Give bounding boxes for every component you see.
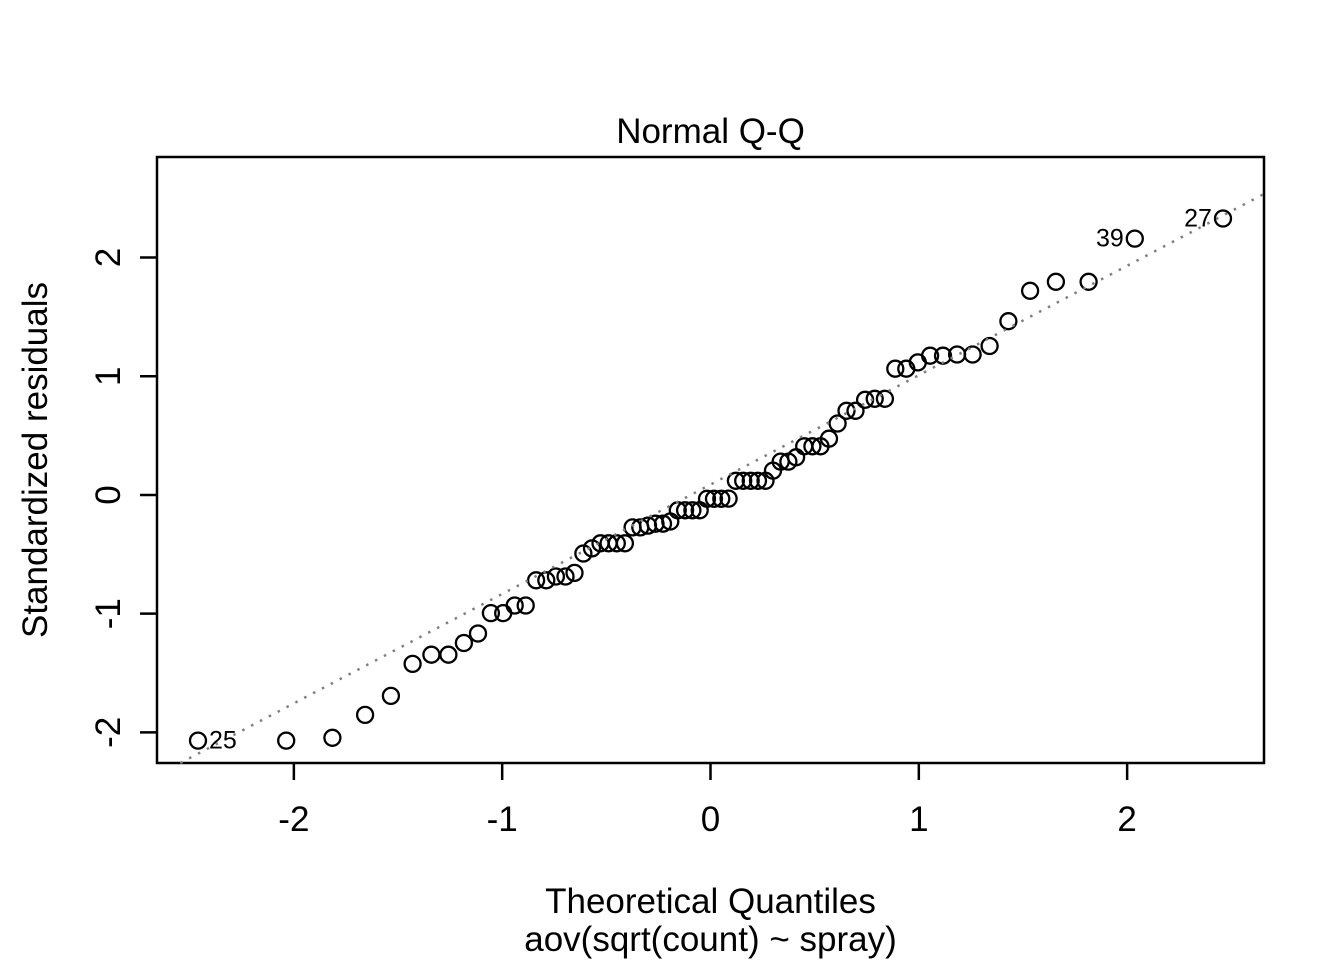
data-point bbox=[748, 471, 768, 490]
data-point bbox=[615, 534, 635, 553]
data-point bbox=[355, 705, 375, 725]
data-point bbox=[516, 596, 535, 615]
data-point bbox=[546, 567, 566, 586]
data-point bbox=[277, 731, 296, 750]
data-point bbox=[556, 567, 575, 586]
data-point bbox=[865, 389, 884, 408]
data-points-group bbox=[188, 209, 1233, 750]
data-point bbox=[537, 571, 556, 590]
data-point bbox=[712, 489, 731, 508]
data-point bbox=[846, 401, 865, 420]
data-point bbox=[505, 596, 524, 615]
data-point bbox=[697, 489, 717, 508]
data-point bbox=[494, 603, 513, 623]
data-point bbox=[726, 471, 746, 490]
y-axis: -2 -1 0 1 2 bbox=[89, 248, 157, 748]
x-tick-label: -2 bbox=[278, 800, 309, 839]
data-point bbox=[1046, 272, 1066, 291]
data-point bbox=[381, 686, 401, 706]
data-point bbox=[422, 645, 441, 664]
data-point bbox=[734, 471, 753, 490]
point-id-labels-group: 25 39 27 bbox=[209, 204, 1212, 754]
data-point bbox=[439, 645, 458, 664]
chart-title: Normal Q-Q bbox=[616, 112, 805, 151]
data-point bbox=[1079, 272, 1098, 291]
reference-line-group bbox=[179, 192, 1265, 765]
data-point bbox=[565, 563, 584, 583]
point-id-label: 27 bbox=[1184, 204, 1212, 232]
data-point bbox=[1020, 281, 1040, 300]
x-tick-label: 0 bbox=[701, 800, 720, 839]
y-tick-label: 0 bbox=[89, 485, 128, 504]
data-point bbox=[683, 501, 702, 520]
qq-reference-line bbox=[179, 192, 1265, 765]
point-id-label: 39 bbox=[1096, 225, 1124, 253]
data-point bbox=[323, 728, 342, 747]
data-point bbox=[653, 514, 673, 533]
data-point bbox=[837, 401, 856, 420]
x-tick-label: 2 bbox=[1117, 800, 1136, 839]
data-point bbox=[1125, 229, 1144, 248]
y-tick-label: 2 bbox=[89, 248, 128, 267]
data-point bbox=[920, 346, 940, 365]
data-point bbox=[403, 654, 422, 674]
data-point bbox=[704, 489, 724, 508]
data-point bbox=[454, 633, 474, 653]
y-tick-label: 1 bbox=[89, 367, 128, 386]
data-point bbox=[607, 534, 626, 553]
data-point bbox=[819, 429, 839, 448]
data-point bbox=[719, 489, 738, 508]
point-id-label: 25 bbox=[209, 727, 237, 755]
model-subcaption: aov(sqrt(count) ~ spray) bbox=[524, 920, 897, 959]
data-point bbox=[980, 336, 999, 356]
y-axis-label: Standardized residuals bbox=[16, 282, 55, 638]
data-point bbox=[875, 389, 895, 408]
x-axis: -2 -1 0 1 2 bbox=[278, 763, 1137, 839]
data-point bbox=[481, 603, 501, 623]
x-tick-label: 1 bbox=[909, 800, 928, 839]
x-axis-label: Theoretical Quantiles bbox=[545, 882, 876, 921]
x-tick-label: -1 bbox=[487, 800, 518, 839]
y-tick-label: -1 bbox=[89, 598, 128, 629]
data-point bbox=[1213, 209, 1233, 228]
data-point bbox=[675, 501, 695, 520]
data-point bbox=[886, 359, 905, 378]
data-point bbox=[803, 437, 822, 456]
data-point bbox=[999, 312, 1018, 331]
data-point bbox=[188, 731, 208, 750]
data-point bbox=[526, 571, 546, 590]
data-point bbox=[963, 345, 982, 364]
data-point bbox=[828, 414, 847, 433]
y-tick-label: -2 bbox=[89, 717, 128, 748]
data-point bbox=[741, 471, 760, 490]
data-point bbox=[468, 624, 488, 643]
